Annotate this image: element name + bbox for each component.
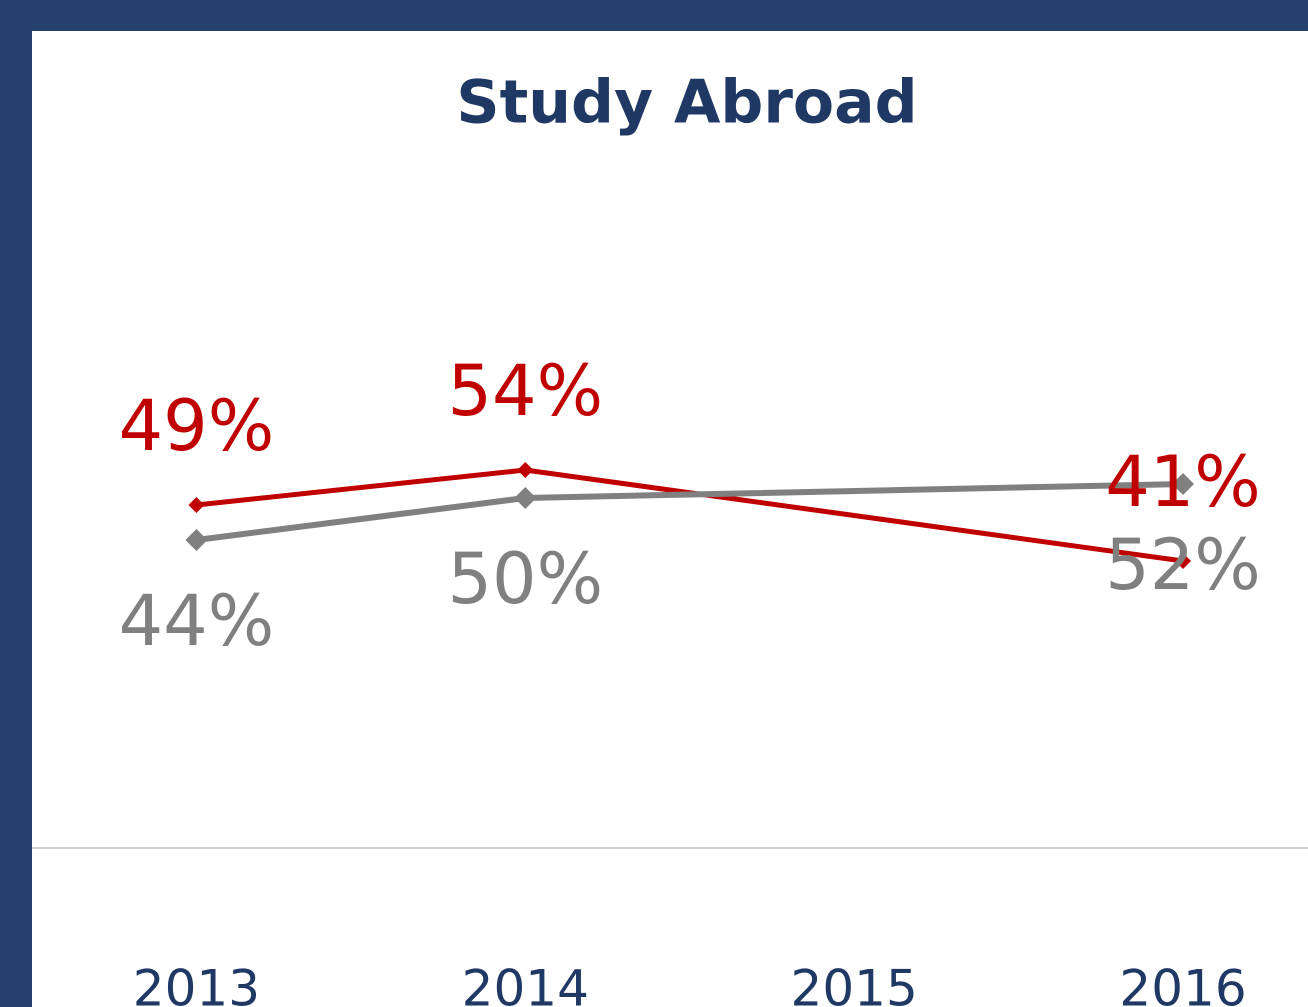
data-label: 54% [448, 350, 604, 432]
marker [1172, 473, 1195, 495]
x-tick-label: 2014 [462, 960, 589, 1007]
marker [514, 487, 537, 509]
marker [1175, 553, 1192, 569]
x-tick-label: 2013 [133, 960, 260, 1007]
x-tick-label: 2016 [1119, 960, 1246, 1007]
data-label: 52% [1105, 524, 1261, 606]
data-label: 49% [119, 385, 275, 467]
x-tick-label: 2015 [791, 960, 918, 1007]
marker [185, 529, 208, 551]
marker [188, 497, 205, 513]
chart-panel [32, 31, 1308, 1007]
data-label: 41% [1105, 441, 1261, 523]
data-label: 44% [119, 580, 275, 662]
chart-title: Study Abroad [456, 68, 917, 138]
data-label: 50% [448, 538, 604, 620]
marker [517, 462, 534, 478]
